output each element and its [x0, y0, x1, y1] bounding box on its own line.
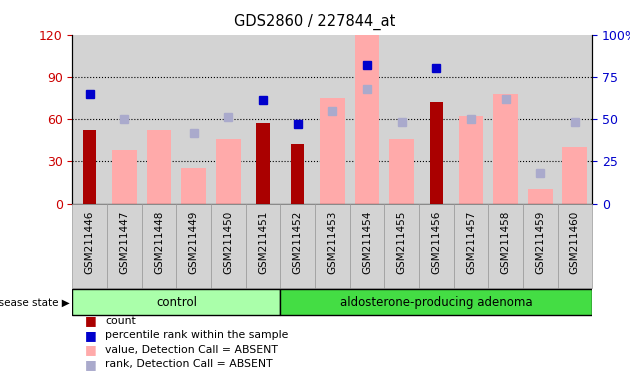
- Text: aldosterone-producing adenoma: aldosterone-producing adenoma: [340, 296, 532, 309]
- Text: GSM211452: GSM211452: [293, 210, 302, 274]
- Text: GDS2860 / 227844_at: GDS2860 / 227844_at: [234, 13, 396, 30]
- Bar: [291, 144, 304, 204]
- Bar: [558, 204, 592, 288]
- Text: GSM211447: GSM211447: [120, 210, 129, 274]
- Text: ■: ■: [85, 314, 97, 327]
- Bar: [350, 204, 384, 288]
- Text: GSM211455: GSM211455: [397, 210, 406, 274]
- Text: control: control: [156, 296, 197, 309]
- Bar: [83, 130, 96, 204]
- Bar: [211, 204, 246, 288]
- Bar: [181, 168, 206, 204]
- Bar: [488, 204, 523, 288]
- Text: GSM211457: GSM211457: [466, 210, 476, 274]
- Bar: [176, 204, 211, 288]
- Text: ■: ■: [85, 358, 97, 371]
- Bar: [528, 189, 553, 204]
- Bar: [112, 150, 137, 204]
- Text: ■: ■: [85, 329, 97, 342]
- Text: ■: ■: [85, 343, 97, 356]
- Text: value, Detection Call = ABSENT: value, Detection Call = ABSENT: [105, 345, 278, 355]
- Bar: [563, 147, 587, 204]
- Text: GSM211460: GSM211460: [570, 210, 580, 273]
- Bar: [419, 204, 454, 288]
- Bar: [454, 204, 488, 288]
- Bar: [256, 123, 270, 204]
- Bar: [72, 290, 280, 315]
- Bar: [107, 204, 142, 288]
- Text: count: count: [105, 316, 136, 326]
- Text: GSM211451: GSM211451: [258, 210, 268, 274]
- Text: GSM211454: GSM211454: [362, 210, 372, 274]
- Bar: [459, 116, 483, 204]
- Text: GSM211446: GSM211446: [85, 210, 94, 274]
- Bar: [147, 130, 171, 204]
- Bar: [280, 204, 315, 288]
- Bar: [320, 98, 345, 204]
- Bar: [355, 35, 379, 204]
- Bar: [315, 204, 350, 288]
- Bar: [493, 94, 518, 204]
- Text: GSM211448: GSM211448: [154, 210, 164, 274]
- Text: GSM211453: GSM211453: [328, 210, 337, 274]
- Bar: [523, 204, 558, 288]
- Bar: [280, 290, 592, 315]
- Bar: [389, 139, 414, 204]
- Text: disease state ▶: disease state ▶: [0, 297, 69, 308]
- Text: GSM211456: GSM211456: [432, 210, 441, 274]
- Text: GSM211458: GSM211458: [501, 210, 510, 274]
- Text: percentile rank within the sample: percentile rank within the sample: [105, 330, 289, 340]
- Text: rank, Detection Call = ABSENT: rank, Detection Call = ABSENT: [105, 359, 273, 369]
- Bar: [384, 204, 419, 288]
- Bar: [142, 204, 176, 288]
- Text: GSM211450: GSM211450: [224, 210, 233, 273]
- Bar: [246, 204, 280, 288]
- Text: GSM211459: GSM211459: [536, 210, 545, 274]
- Bar: [72, 204, 107, 288]
- Bar: [430, 102, 443, 204]
- Bar: [216, 139, 241, 204]
- Text: GSM211449: GSM211449: [189, 210, 198, 274]
